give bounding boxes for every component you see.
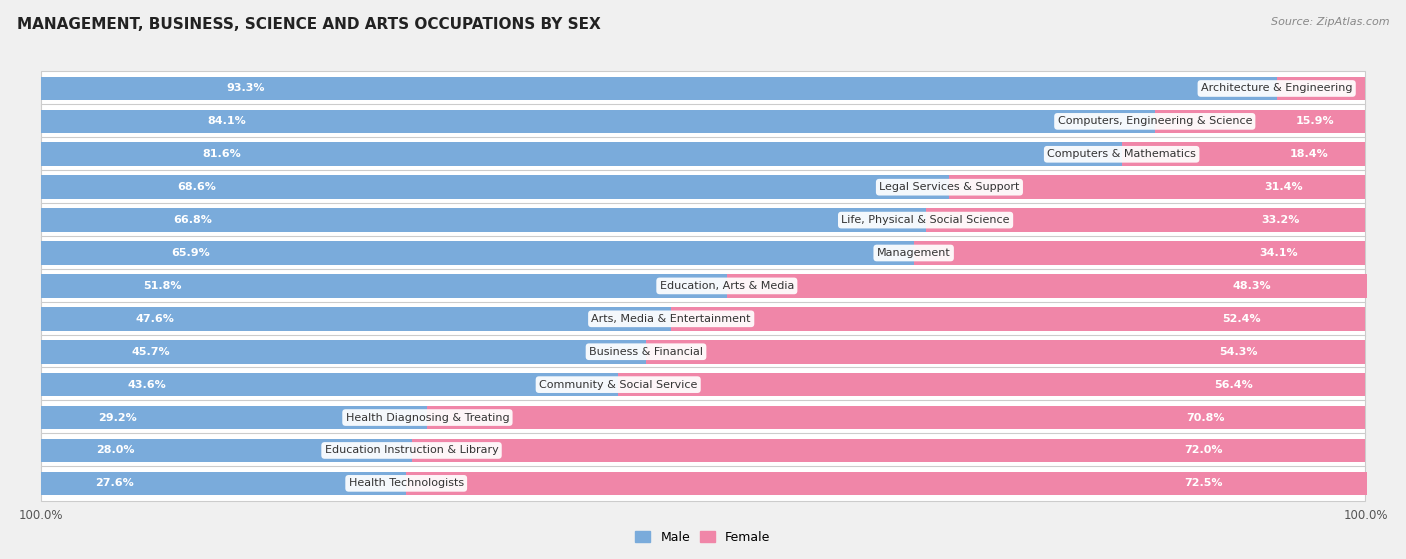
- Legend: Male, Female: Male, Female: [630, 526, 776, 549]
- Bar: [41, 406, 427, 429]
- Text: 45.7%: 45.7%: [131, 347, 170, 357]
- Text: Life, Physical & Social Science: Life, Physical & Social Science: [841, 215, 1010, 225]
- Bar: [1122, 143, 1365, 166]
- Text: Legal Services & Support: Legal Services & Support: [879, 182, 1019, 192]
- Bar: [619, 373, 1365, 396]
- Bar: [949, 176, 1365, 199]
- Text: 27.6%: 27.6%: [96, 479, 134, 489]
- Text: 28.0%: 28.0%: [96, 446, 135, 456]
- Bar: [41, 72, 1365, 106]
- Bar: [41, 143, 1122, 166]
- Bar: [41, 241, 914, 265]
- Bar: [41, 471, 406, 495]
- Text: 54.3%: 54.3%: [1219, 347, 1257, 357]
- Text: 70.8%: 70.8%: [1187, 413, 1225, 423]
- Text: 72.5%: 72.5%: [1184, 479, 1223, 489]
- Text: 68.6%: 68.6%: [177, 182, 215, 192]
- Bar: [41, 209, 925, 232]
- Text: 66.8%: 66.8%: [173, 215, 212, 225]
- Text: 93.3%: 93.3%: [226, 83, 264, 93]
- Text: Source: ZipAtlas.com: Source: ZipAtlas.com: [1271, 17, 1389, 27]
- Bar: [41, 433, 1365, 468]
- Bar: [412, 439, 1365, 462]
- Bar: [41, 367, 1365, 402]
- Bar: [41, 439, 412, 462]
- Bar: [41, 203, 1365, 237]
- Text: 18.4%: 18.4%: [1291, 149, 1329, 159]
- Text: 48.3%: 48.3%: [1232, 281, 1271, 291]
- Text: Architecture & Engineering: Architecture & Engineering: [1201, 83, 1353, 93]
- Text: 81.6%: 81.6%: [202, 149, 242, 159]
- Text: Business & Financial: Business & Financial: [589, 347, 703, 357]
- Text: 65.9%: 65.9%: [172, 248, 211, 258]
- Bar: [41, 302, 1365, 336]
- Bar: [427, 406, 1365, 429]
- Bar: [41, 307, 671, 331]
- Text: Health Technologists: Health Technologists: [349, 479, 464, 489]
- Bar: [41, 104, 1365, 139]
- Text: 31.4%: 31.4%: [1264, 182, 1303, 192]
- Text: Computers & Mathematics: Computers & Mathematics: [1047, 149, 1197, 159]
- Text: 29.2%: 29.2%: [98, 413, 138, 423]
- Text: Health Diagnosing & Treating: Health Diagnosing & Treating: [346, 413, 509, 423]
- Bar: [41, 110, 1154, 133]
- Bar: [406, 471, 1367, 495]
- Bar: [41, 466, 1365, 500]
- Text: Education, Arts & Media: Education, Arts & Media: [659, 281, 794, 291]
- Bar: [41, 400, 1365, 435]
- Bar: [1277, 77, 1365, 100]
- Text: 72.0%: 72.0%: [1184, 446, 1222, 456]
- Text: 84.1%: 84.1%: [208, 116, 246, 126]
- Bar: [41, 269, 1365, 303]
- Text: Community & Social Service: Community & Social Service: [538, 380, 697, 390]
- Text: 6.7%: 6.7%: [1308, 83, 1334, 93]
- Bar: [671, 307, 1365, 331]
- Bar: [41, 170, 1365, 205]
- Bar: [41, 137, 1365, 172]
- Bar: [925, 209, 1365, 232]
- Bar: [727, 274, 1367, 298]
- Bar: [41, 373, 619, 396]
- Bar: [914, 241, 1365, 265]
- Text: Education Instruction & Library: Education Instruction & Library: [325, 446, 498, 456]
- Bar: [41, 274, 727, 298]
- Bar: [1154, 110, 1365, 133]
- Text: MANAGEMENT, BUSINESS, SCIENCE AND ARTS OCCUPATIONS BY SEX: MANAGEMENT, BUSINESS, SCIENCE AND ARTS O…: [17, 17, 600, 32]
- Text: Management: Management: [877, 248, 950, 258]
- Text: 52.4%: 52.4%: [1223, 314, 1261, 324]
- Bar: [645, 340, 1365, 363]
- Text: 15.9%: 15.9%: [1295, 116, 1334, 126]
- Text: 33.2%: 33.2%: [1261, 215, 1299, 225]
- Bar: [41, 176, 949, 199]
- Text: 56.4%: 56.4%: [1215, 380, 1253, 390]
- Text: 51.8%: 51.8%: [143, 281, 181, 291]
- Bar: [41, 236, 1365, 270]
- Text: Arts, Media & Entertainment: Arts, Media & Entertainment: [592, 314, 751, 324]
- Text: 34.1%: 34.1%: [1258, 248, 1298, 258]
- Bar: [41, 334, 1365, 369]
- Text: 47.6%: 47.6%: [135, 314, 174, 324]
- Text: 43.6%: 43.6%: [127, 380, 166, 390]
- Bar: [41, 340, 645, 363]
- Bar: [41, 77, 1277, 100]
- Text: Computers, Engineering & Science: Computers, Engineering & Science: [1057, 116, 1251, 126]
